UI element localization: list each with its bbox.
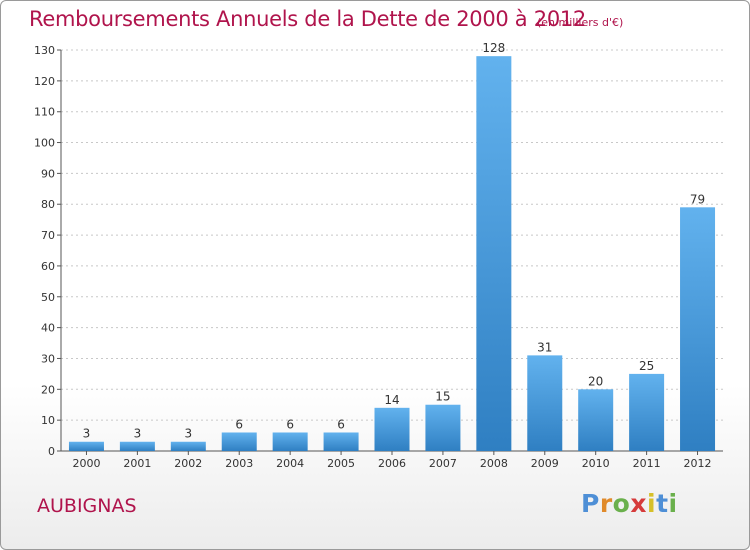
bar-2008 <box>476 56 512 452</box>
bar-2006 <box>374 407 410 451</box>
x-tick-label-2000: 2000 <box>72 457 100 470</box>
x-tick-label-2003: 2003 <box>225 457 253 470</box>
commune-name: AUBIGNAS <box>37 495 137 517</box>
logo-letter: t <box>656 489 669 518</box>
y-tick-label: 70 <box>41 229 55 242</box>
y-tick-label: 130 <box>34 44 55 57</box>
y-tick-label: 30 <box>41 352 55 365</box>
data-label-2003: 6 <box>235 417 243 431</box>
x-tick-label-2012: 2012 <box>684 457 712 470</box>
x-tick-label-2005: 2005 <box>327 457 355 470</box>
logo-letter: i <box>647 489 657 518</box>
bar-2011 <box>629 373 665 451</box>
x-tick-label-2006: 2006 <box>378 457 406 470</box>
data-label-2007: 15 <box>435 390 450 404</box>
data-label-2000: 3 <box>83 427 91 441</box>
x-tick-label-2009: 2009 <box>531 457 559 470</box>
bar-2002 <box>170 441 206 451</box>
data-label-2005: 6 <box>337 417 345 431</box>
bar-2000 <box>68 441 104 451</box>
data-label-2012: 79 <box>690 192 705 206</box>
bar-2010 <box>578 389 614 451</box>
y-tick-label: 90 <box>41 167 55 180</box>
y-tick-label: 40 <box>41 322 55 335</box>
data-label-2006: 14 <box>384 393 399 407</box>
y-tick-label: 10 <box>41 414 55 427</box>
data-label-2011: 25 <box>639 359 654 373</box>
x-tick-label-2001: 2001 <box>123 457 151 470</box>
bar-2012 <box>680 207 716 451</box>
y-tick-label: 0 <box>48 445 55 458</box>
data-label-2009: 31 <box>537 340 552 354</box>
logo-letter: o <box>612 489 631 518</box>
logo-letter: i <box>668 489 678 518</box>
x-tick-label-2002: 2002 <box>174 457 202 470</box>
x-tick-label-2007: 2007 <box>429 457 457 470</box>
y-tick-label: 110 <box>34 106 55 119</box>
bar-2007 <box>425 404 461 451</box>
bar-2001 <box>119 441 155 451</box>
bar-2005 <box>323 432 359 451</box>
data-label-2001: 3 <box>134 427 142 441</box>
x-tick-label-2004: 2004 <box>276 457 304 470</box>
logo-letter: x <box>630 489 647 518</box>
data-label-2002: 3 <box>184 427 192 441</box>
logo-letter: P <box>581 489 600 518</box>
y-tick-label: 20 <box>41 383 55 396</box>
bar-2004 <box>272 432 308 451</box>
y-tick-label: 80 <box>41 198 55 211</box>
x-tick-label-2010: 2010 <box>582 457 610 470</box>
bar-2009 <box>527 355 563 451</box>
data-label-2010: 20 <box>588 374 603 388</box>
y-tick-label: 60 <box>41 260 55 273</box>
bar-2003 <box>221 432 257 451</box>
y-tick-label: 100 <box>34 137 55 150</box>
proxiti-logo: Proxiti <box>581 489 678 518</box>
x-tick-label-2008: 2008 <box>480 457 508 470</box>
x-tick-label-2011: 2011 <box>633 457 661 470</box>
logo-letter: r <box>599 489 613 518</box>
data-label-2008: 128 <box>482 41 505 55</box>
chart-title: Remboursements Annuels de la Dette de 20… <box>29 7 586 31</box>
y-tick-label: 50 <box>41 291 55 304</box>
y-tick-label: 120 <box>34 75 55 88</box>
unit-note: (en milliers d'€) <box>537 16 624 29</box>
data-label-2004: 6 <box>286 417 294 431</box>
